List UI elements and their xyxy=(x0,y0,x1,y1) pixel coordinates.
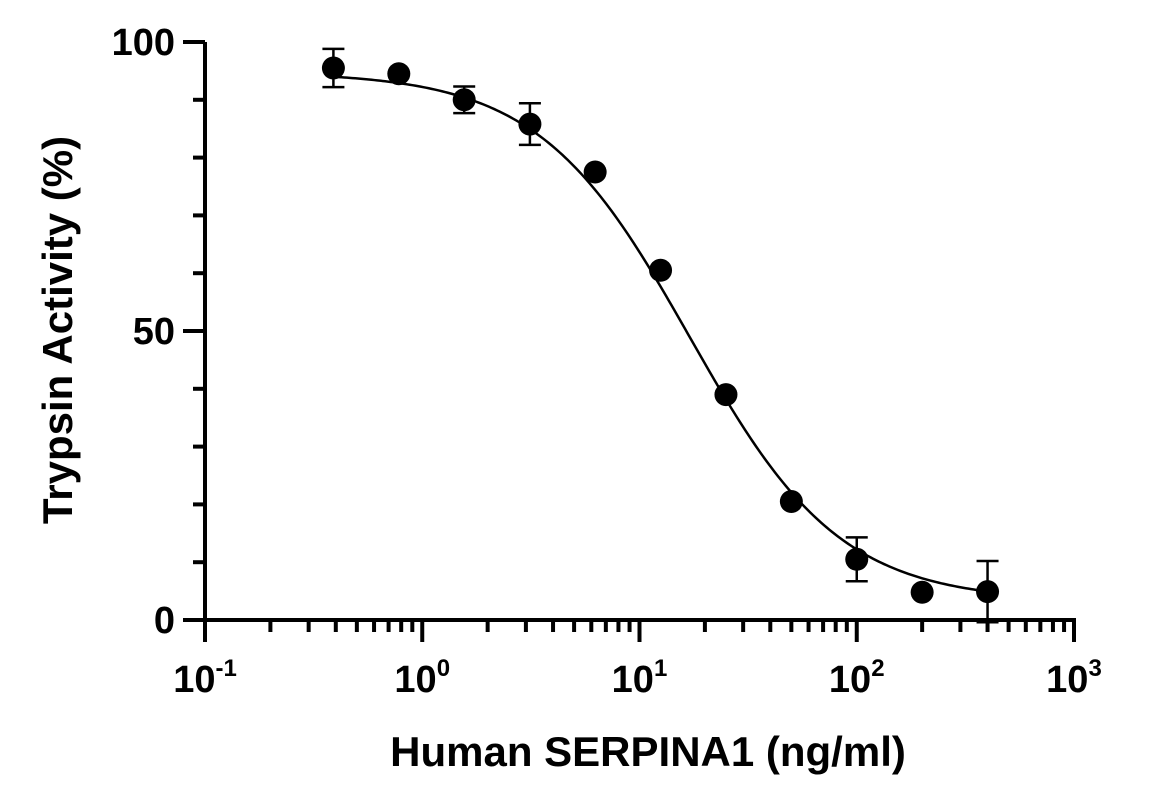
data-point xyxy=(387,62,411,86)
y-tick-label: 100 xyxy=(112,22,175,64)
data-points xyxy=(321,56,1000,604)
x-tick-label: 102 xyxy=(829,655,885,701)
error-bars xyxy=(322,47,999,624)
fit-curve-line xyxy=(333,75,988,593)
data-point xyxy=(779,490,803,514)
tick-labels: 0 50 100 10-1 100 101 102 103 xyxy=(112,22,1102,701)
fit-curve-layer xyxy=(333,75,988,593)
data-point xyxy=(910,580,934,604)
x-tick-label: 100 xyxy=(394,655,450,701)
data-point xyxy=(583,160,607,184)
y-axis-title: Trypsin Activity (%) xyxy=(34,136,81,524)
x-tick-label: 101 xyxy=(612,655,668,701)
x-tick-label: 103 xyxy=(1046,655,1102,701)
x-tick-label: 10-1 xyxy=(173,655,237,701)
data-point xyxy=(845,547,869,571)
data-point xyxy=(976,580,1000,604)
y-tick-label: 50 xyxy=(133,311,175,353)
axes xyxy=(183,40,1076,642)
y-tick-label: 0 xyxy=(154,600,175,642)
data-point xyxy=(321,56,345,80)
data-point xyxy=(649,258,673,282)
data-point xyxy=(452,88,476,112)
data-point xyxy=(714,383,738,407)
data-point xyxy=(518,112,542,136)
x-axis-title: Human SERPINA1 (ng/ml) xyxy=(390,728,906,775)
